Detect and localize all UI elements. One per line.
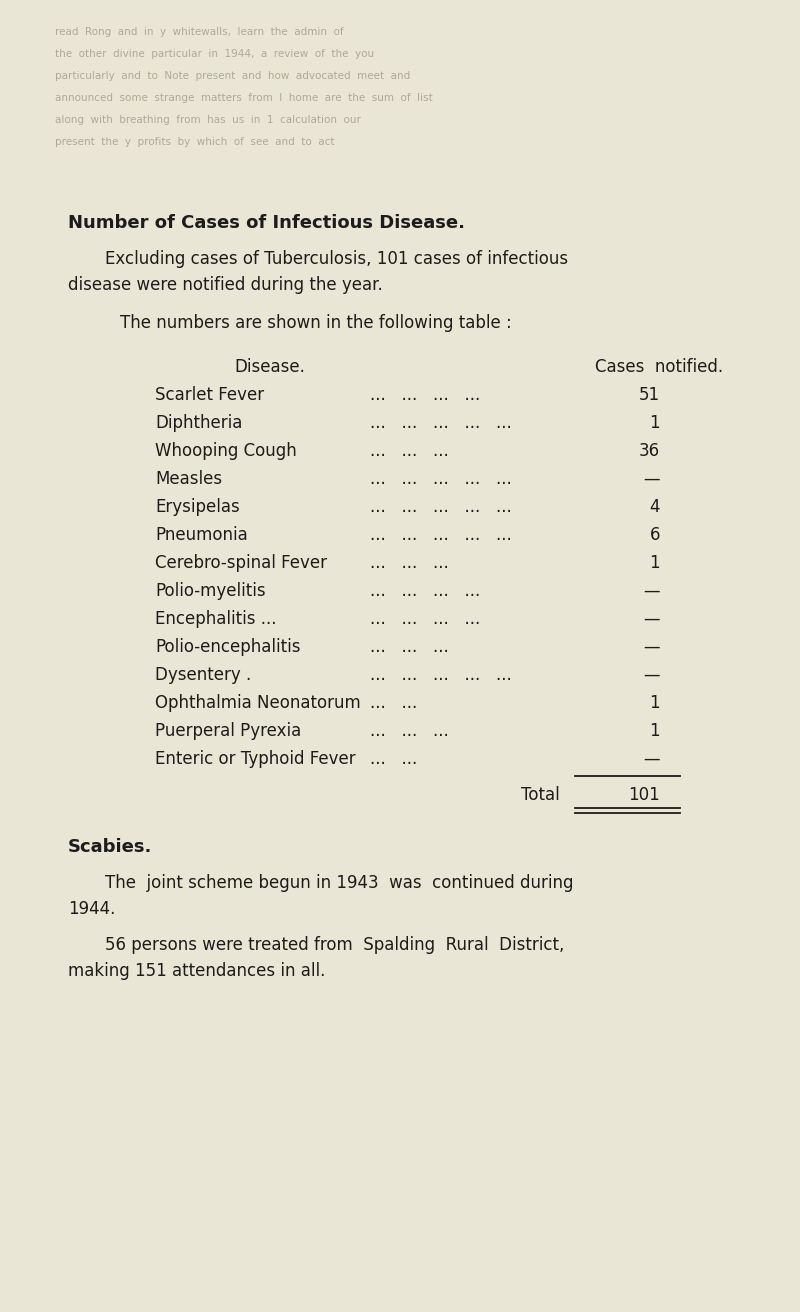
Text: 56 persons were treated from  Spalding  Rural  District,: 56 persons were treated from Spalding Ru… [105,935,564,954]
Text: 101: 101 [628,786,660,804]
Text: Dysentery .: Dysentery . [155,666,251,684]
Text: Cases  notified.: Cases notified. [595,358,723,377]
Text: 1: 1 [650,554,660,572]
Text: the  other  divine  particular  in  1944,  a  review  of  the  you: the other divine particular in 1944, a r… [55,49,374,59]
Text: Number of Cases of Infectious Disease.: Number of Cases of Infectious Disease. [68,214,465,232]
Text: read  Rong  and  in  y  whitewalls,  learn  the  admin  of: read Rong and in y whitewalls, learn the… [55,28,344,37]
Text: Scarlet Fever: Scarlet Fever [155,386,264,404]
Text: ...   ...   ...: ... ... ... [370,722,449,740]
Text: 1: 1 [650,694,660,712]
Text: particularly  and  to  Note  present  and  how  advocated  meet  and: particularly and to Note present and how… [55,71,410,81]
Text: —: — [643,583,660,600]
Text: 36: 36 [639,442,660,461]
Text: 4: 4 [650,499,660,516]
Text: Scabies.: Scabies. [68,838,152,855]
Text: ...   ...   ...   ...   ...: ... ... ... ... ... [370,415,512,432]
Text: Erysipelas: Erysipelas [155,499,240,516]
Text: ...   ...   ...   ...   ...: ... ... ... ... ... [370,470,512,488]
Text: 51: 51 [639,386,660,404]
Text: —: — [643,610,660,628]
Text: Ophthalmia Neonatorum: Ophthalmia Neonatorum [155,694,361,712]
Text: Disease.: Disease. [234,358,306,377]
Text: ...   ...   ...: ... ... ... [370,554,449,572]
Text: making 151 attendances in all.: making 151 attendances in all. [68,962,326,980]
Text: announced  some  strange  matters  from  I  home  are  the  sum  of  list: announced some strange matters from I ho… [55,93,433,104]
Text: Polio-encephalitis: Polio-encephalitis [155,638,301,656]
Text: Excluding cases of Tuberculosis, 101 cases of infectious: Excluding cases of Tuberculosis, 101 cas… [105,251,568,268]
Text: 1: 1 [650,722,660,740]
Text: ...   ...: ... ... [370,694,418,712]
Text: along  with  breathing  from  has  us  in  1  calculation  our: along with breathing from has us in 1 ca… [55,115,361,125]
Text: ...   ...: ... ... [370,750,418,768]
Text: ...   ...   ...   ...   ...: ... ... ... ... ... [370,499,512,516]
Text: Enteric or Typhoid Fever: Enteric or Typhoid Fever [155,750,356,768]
Text: —: — [643,638,660,656]
Text: Measles: Measles [155,470,222,488]
Text: —: — [643,750,660,768]
Text: Pneumonia: Pneumonia [155,526,248,544]
Text: ...   ...   ...: ... ... ... [370,638,449,656]
Text: Total: Total [522,786,560,804]
Text: Cerebro-spinal Fever: Cerebro-spinal Fever [155,554,327,572]
Text: present  the  y  profits  by  which  of  see  and  to  act: present the y profits by which of see an… [55,136,334,147]
Text: ...   ...   ...   ...: ... ... ... ... [370,610,480,628]
Text: Puerperal Pyrexia: Puerperal Pyrexia [155,722,302,740]
Text: ...   ...   ...   ...: ... ... ... ... [370,583,480,600]
Text: ...   ...   ...   ...   ...: ... ... ... ... ... [370,666,512,684]
Text: Encephalitis ...: Encephalitis ... [155,610,277,628]
Text: ...   ...   ...: ... ... ... [370,442,449,461]
Text: ...   ...   ...   ...: ... ... ... ... [370,386,480,404]
Text: ...   ...   ...   ...   ...: ... ... ... ... ... [370,526,512,544]
Text: —: — [643,470,660,488]
Text: Diphtheria: Diphtheria [155,415,242,432]
Text: 1944.: 1944. [68,900,115,918]
Text: disease were notified during the year.: disease were notified during the year. [68,276,382,294]
Text: 6: 6 [650,526,660,544]
Text: Whooping Cough: Whooping Cough [155,442,297,461]
Text: Polio-myelitis: Polio-myelitis [155,583,266,600]
Text: The numbers are shown in the following table :: The numbers are shown in the following t… [120,314,512,332]
Text: —: — [643,666,660,684]
Text: The  joint scheme begun in 1943  was  continued during: The joint scheme begun in 1943 was conti… [105,874,574,892]
Text: 1: 1 [650,415,660,432]
